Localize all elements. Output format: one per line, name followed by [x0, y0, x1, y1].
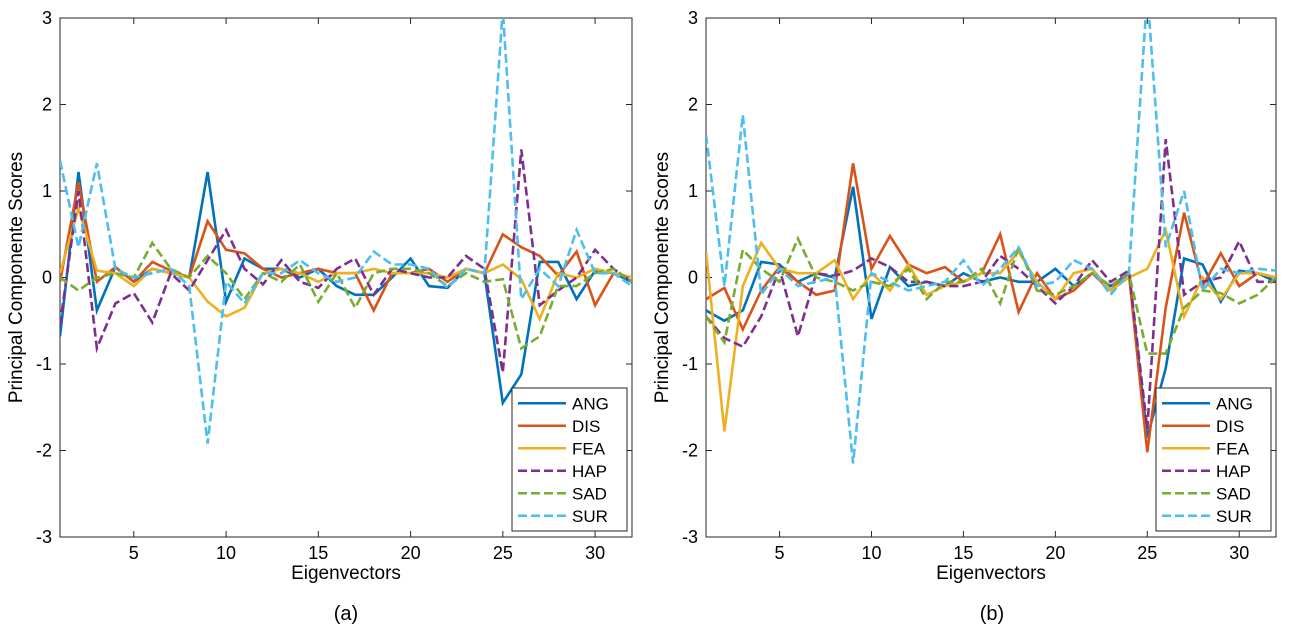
y-tick-label: -3 — [36, 527, 52, 547]
legend-label-hap: HAP — [572, 462, 607, 481]
y-tick-label: -1 — [36, 354, 52, 374]
legend-label-ang: ANG — [572, 394, 609, 413]
chart-panel-b: -3 -2 -1 0 1 2 3 5 10 15 20 25 30 Eigenvectors Princip… — [652, 8, 1277, 625]
series-line-fea — [706, 225, 1276, 432]
series-line-hap — [60, 149, 632, 373]
x-axis-label: Eigenvectors — [936, 563, 1046, 584]
legend-label-dis: DIS — [572, 417, 600, 436]
series-lines — [706, 18, 1276, 464]
y-tick-label: 0 — [42, 268, 52, 288]
legend-label-sur: SUR — [1216, 507, 1252, 526]
y-tick-label: -3 — [682, 527, 698, 547]
x-tick-label: 20 — [1045, 543, 1065, 563]
legend-label-sad: SAD — [572, 484, 607, 503]
legend: ANG DIS FEA HAP SAD SUR — [511, 387, 628, 532]
legend-label-dis: DIS — [1216, 417, 1244, 436]
chart-panel-a: -3 -2 -1 0 1 2 3 5 10 15 20 25 30 Eigenvectors Princip… — [6, 8, 633, 625]
y-tick-label: 2 — [688, 95, 698, 115]
x-tick-label: 15 — [953, 543, 973, 563]
x-tick-label: 10 — [861, 543, 881, 563]
legend-label-hap: HAP — [1216, 462, 1251, 481]
legend-box — [511, 387, 628, 532]
y-tick-label: 0 — [688, 268, 698, 288]
y-tick-label: 3 — [688, 8, 698, 28]
y-tick-label: 1 — [42, 181, 52, 201]
series-line-dis — [706, 163, 1276, 453]
panel-label: (a) — [334, 603, 358, 625]
series-line-fea — [60, 203, 632, 323]
series-line-sur — [706, 18, 1276, 464]
legend-label-sad: SAD — [1216, 484, 1251, 503]
y-axis-label: Principal Componente Scores — [6, 152, 27, 403]
x-tick-label: 5 — [129, 543, 139, 563]
x-tick-label: 30 — [585, 543, 605, 563]
series-line-hap — [706, 138, 1276, 430]
y-tick-label: -2 — [682, 441, 698, 461]
legend-box — [1155, 387, 1272, 532]
x-axis-label: Eigenvectors — [291, 563, 401, 584]
series-line-sad — [60, 240, 632, 351]
x-tick-label: 25 — [493, 543, 513, 563]
y-axis-label: Principal Componente Scores — [652, 152, 673, 403]
legend-label-fea: FEA — [1216, 439, 1250, 458]
y-tick-label: 2 — [42, 95, 52, 115]
legend-label-sur: SUR — [572, 507, 608, 526]
x-tick-label: 25 — [1137, 543, 1157, 563]
series-lines — [60, 18, 632, 444]
x-tick-label: 10 — [216, 543, 236, 563]
x-tick-label: 30 — [1229, 543, 1249, 563]
x-tick-label: 20 — [401, 543, 421, 563]
x-tick-label: 15 — [308, 543, 328, 563]
series-line-sad — [706, 235, 1276, 355]
y-tick-label: 1 — [688, 181, 698, 201]
x-tick-label: 5 — [775, 543, 785, 563]
y-tick-label: -1 — [682, 354, 698, 374]
series-line-sur — [60, 18, 632, 444]
legend: ANG DIS FEA HAP SAD SUR — [1155, 387, 1272, 532]
y-tick-label: 3 — [42, 8, 52, 28]
panel-label: (b) — [980, 603, 1004, 625]
legend-label-fea: FEA — [572, 439, 606, 458]
y-tick-label: -2 — [36, 441, 52, 461]
legend-label-ang: ANG — [1216, 394, 1253, 413]
